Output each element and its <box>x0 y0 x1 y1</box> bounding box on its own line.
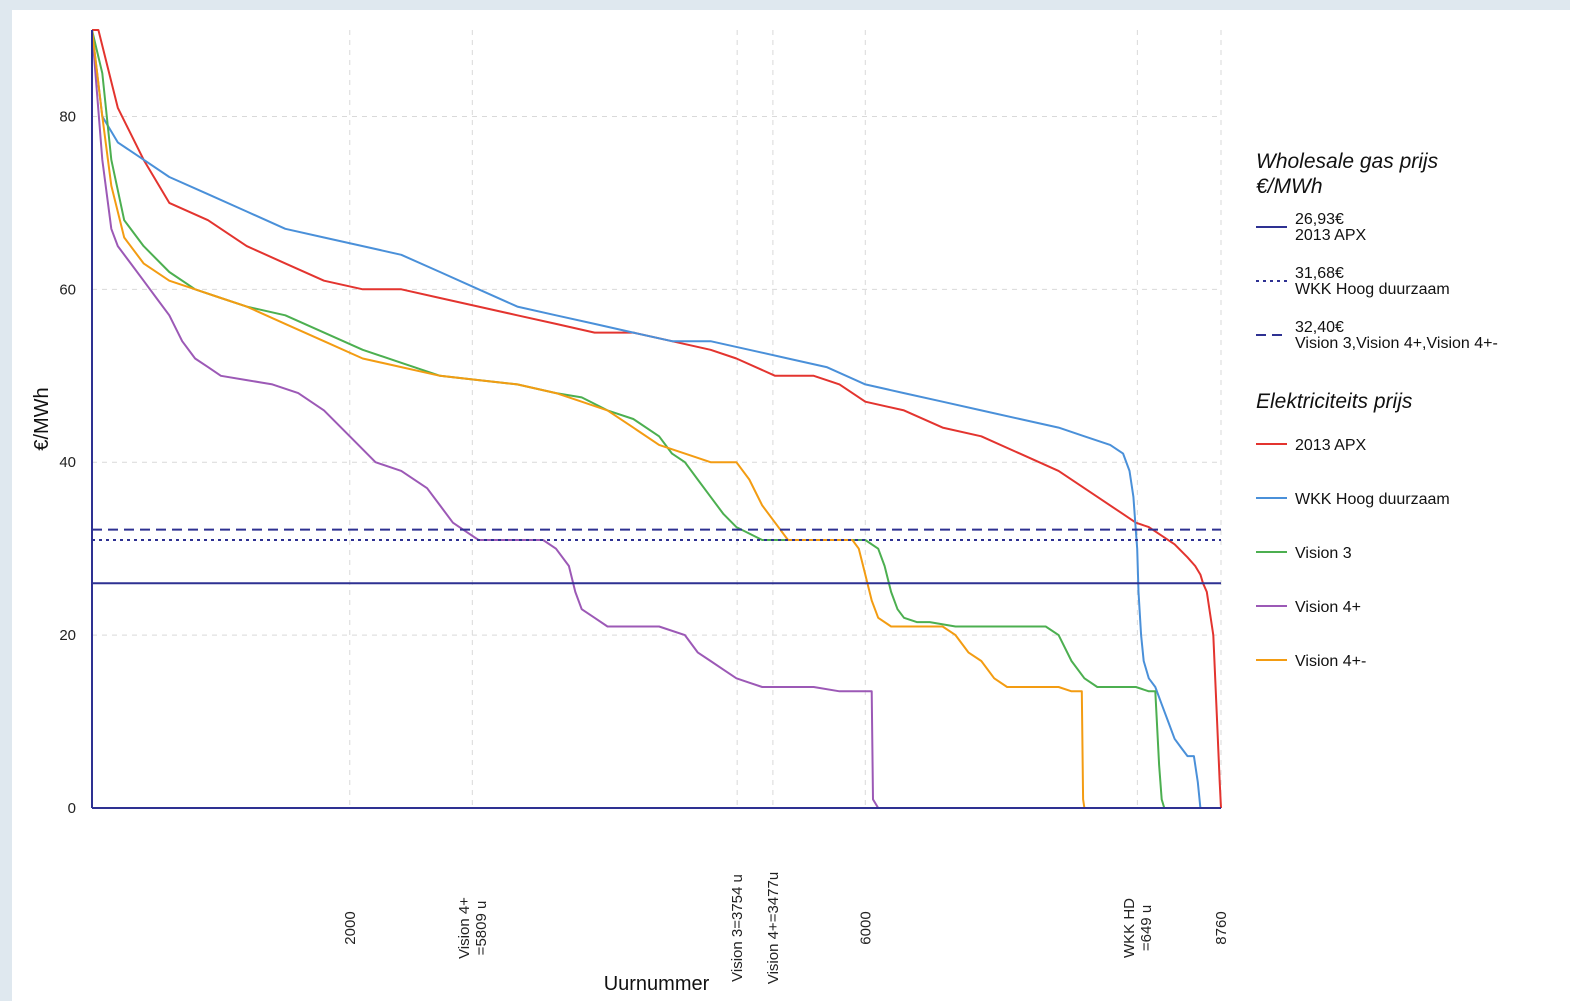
y-tick-label: 40 <box>59 454 76 471</box>
axis-layer <box>91 30 1221 809</box>
x-tick-labels: 2000 Vision 4+ =5809 u Vision 3=3754 u Visio… <box>342 872 1230 984</box>
x-tick-label: 6000 <box>857 911 874 944</box>
elec-legend-title: Elektriciteits prijs <box>1256 390 1413 413</box>
gas-legend-label: 31,68€ <box>1295 265 1344 282</box>
x-tick-label: Vision 4+ <box>456 897 473 959</box>
x-tick-label-group: WKK HD =649 u <box>1121 898 1155 958</box>
x-tick-label-group: 8760 <box>1213 911 1230 944</box>
series-layer <box>91 29 1222 809</box>
gas-legend-label: 32,40€ <box>1295 319 1344 336</box>
gas-legend-label: 2013 APX <box>1295 227 1367 244</box>
series-legend-label: Vision 4+- <box>1295 653 1366 670</box>
x-tick-label: WKK HD <box>1121 898 1138 958</box>
x-tick-label: =649 u <box>1138 905 1155 951</box>
grid-layer <box>92 30 1222 808</box>
series-line-3 <box>91 29 880 809</box>
gas-legend-label: 26,93€ <box>1295 211 1344 228</box>
x-tick-label: 8760 <box>1213 911 1230 944</box>
x-tick-label-group: 2000 <box>342 911 359 944</box>
series-line-2 <box>91 29 1166 809</box>
y-tick-label: 0 <box>68 800 76 817</box>
x-tick-label-group: Vision 3=3754 u <box>729 874 746 982</box>
series-legend-label: WKK Hoog duurzaam <box>1295 491 1450 508</box>
series-line-0 <box>92 29 1222 809</box>
x-tick-label-group: Vision 4+=3477u <box>765 872 782 984</box>
y-axis-label: €/MWh <box>31 387 53 450</box>
series-line-4 <box>91 29 1086 809</box>
gas-legend-title: €/MWh <box>1256 175 1323 198</box>
y-tick-label: 80 <box>59 108 76 125</box>
x-tick-label-group: Vision 4+ =5809 u <box>456 897 490 959</box>
gas-legend-label: Vision 3,Vision 4+,Vision 4+- <box>1295 335 1498 352</box>
series-legend-label: Vision 3 <box>1295 545 1352 562</box>
x-tick-label: Vision 4+=3477u <box>765 872 782 984</box>
x-axis-label: Uurnummer <box>604 973 710 995</box>
x-tick-label: 2000 <box>342 911 359 944</box>
y-tick-label: 20 <box>59 627 76 644</box>
x-tick-label: Vision 3=3754 u <box>729 874 746 982</box>
gas-price-lines <box>92 528 1221 585</box>
y-tick-labels: 0 20 40 60 80 <box>59 108 76 817</box>
gas-legend-label: WKK Hoog duurzaam <box>1295 281 1450 298</box>
series-legend-label: Vision 4+ <box>1295 599 1361 616</box>
series-line-1 <box>91 29 1202 809</box>
y-tick-label: 60 <box>59 281 76 298</box>
x-tick-label: =5809 u <box>473 901 490 956</box>
gas-legend-title: Wholesale gas prijs <box>1256 150 1439 173</box>
chart-frame: 0 20 40 60 80 2000 Vision 4+ =5809 u Vision 3=3… <box>12 10 1570 1001</box>
x-tick-label-group: 6000 <box>857 911 874 944</box>
series-legend-label: 2013 APX <box>1295 437 1367 454</box>
